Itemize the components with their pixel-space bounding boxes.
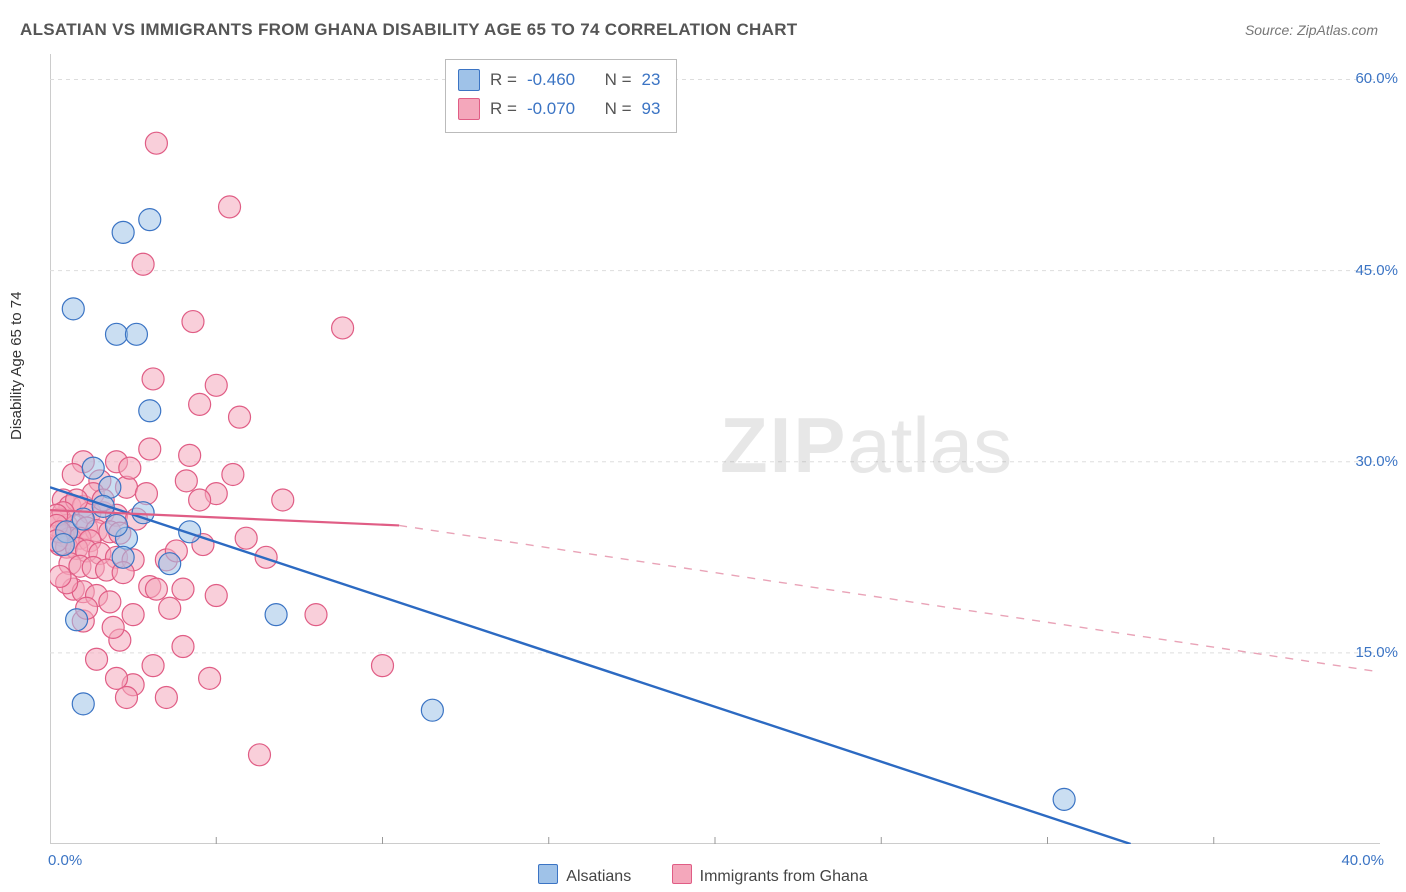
legend-item-ghana: Immigrants from Ghana: [672, 868, 868, 885]
n-value-alsatians: 23: [642, 66, 661, 95]
y-tick-label: 45.0%: [1355, 262, 1398, 279]
legend-swatch-ghana: [672, 864, 692, 884]
swatch-alsatians: [458, 69, 480, 91]
r-value-ghana: -0.070: [527, 95, 575, 124]
legend-label-ghana: Immigrants from Ghana: [700, 868, 868, 885]
y-tick-label: 15.0%: [1355, 644, 1398, 661]
x-axis-max-label: 40.0%: [1341, 852, 1384, 869]
n-value-ghana: 93: [642, 95, 661, 124]
r-value-alsatians: -0.460: [527, 66, 575, 95]
r-label: R =: [490, 95, 517, 124]
correlation-stats-box: R = -0.460 N = 23 R = -0.070 N = 93: [445, 59, 677, 133]
y-tick-label: 60.0%: [1355, 70, 1398, 87]
y-tick-label: 30.0%: [1355, 453, 1398, 470]
r-label: R =: [490, 66, 517, 95]
n-label: N =: [605, 66, 632, 95]
swatch-ghana: [458, 98, 480, 120]
stats-row-ghana: R = -0.070 N = 93: [458, 95, 660, 124]
n-label: N =: [605, 95, 632, 124]
source-label: Source: ZipAtlas.com: [1245, 22, 1378, 38]
chart-title: ALSATIAN VS IMMIGRANTS FROM GHANA DISABI…: [20, 20, 797, 40]
x-axis-min-label: 0.0%: [48, 852, 82, 869]
legend-item-alsatians: Alsatians: [538, 868, 635, 885]
legend-label-alsatians: Alsatians: [566, 868, 631, 885]
y-axis-label: Disability Age 65 to 74: [8, 292, 25, 440]
stats-row-alsatians: R = -0.460 N = 23: [458, 66, 660, 95]
legend-swatch-alsatians: [538, 864, 558, 884]
bottom-legend: Alsatians Immigrants from Ghana: [0, 864, 1406, 886]
scatter-plot-svg: [50, 54, 1380, 844]
